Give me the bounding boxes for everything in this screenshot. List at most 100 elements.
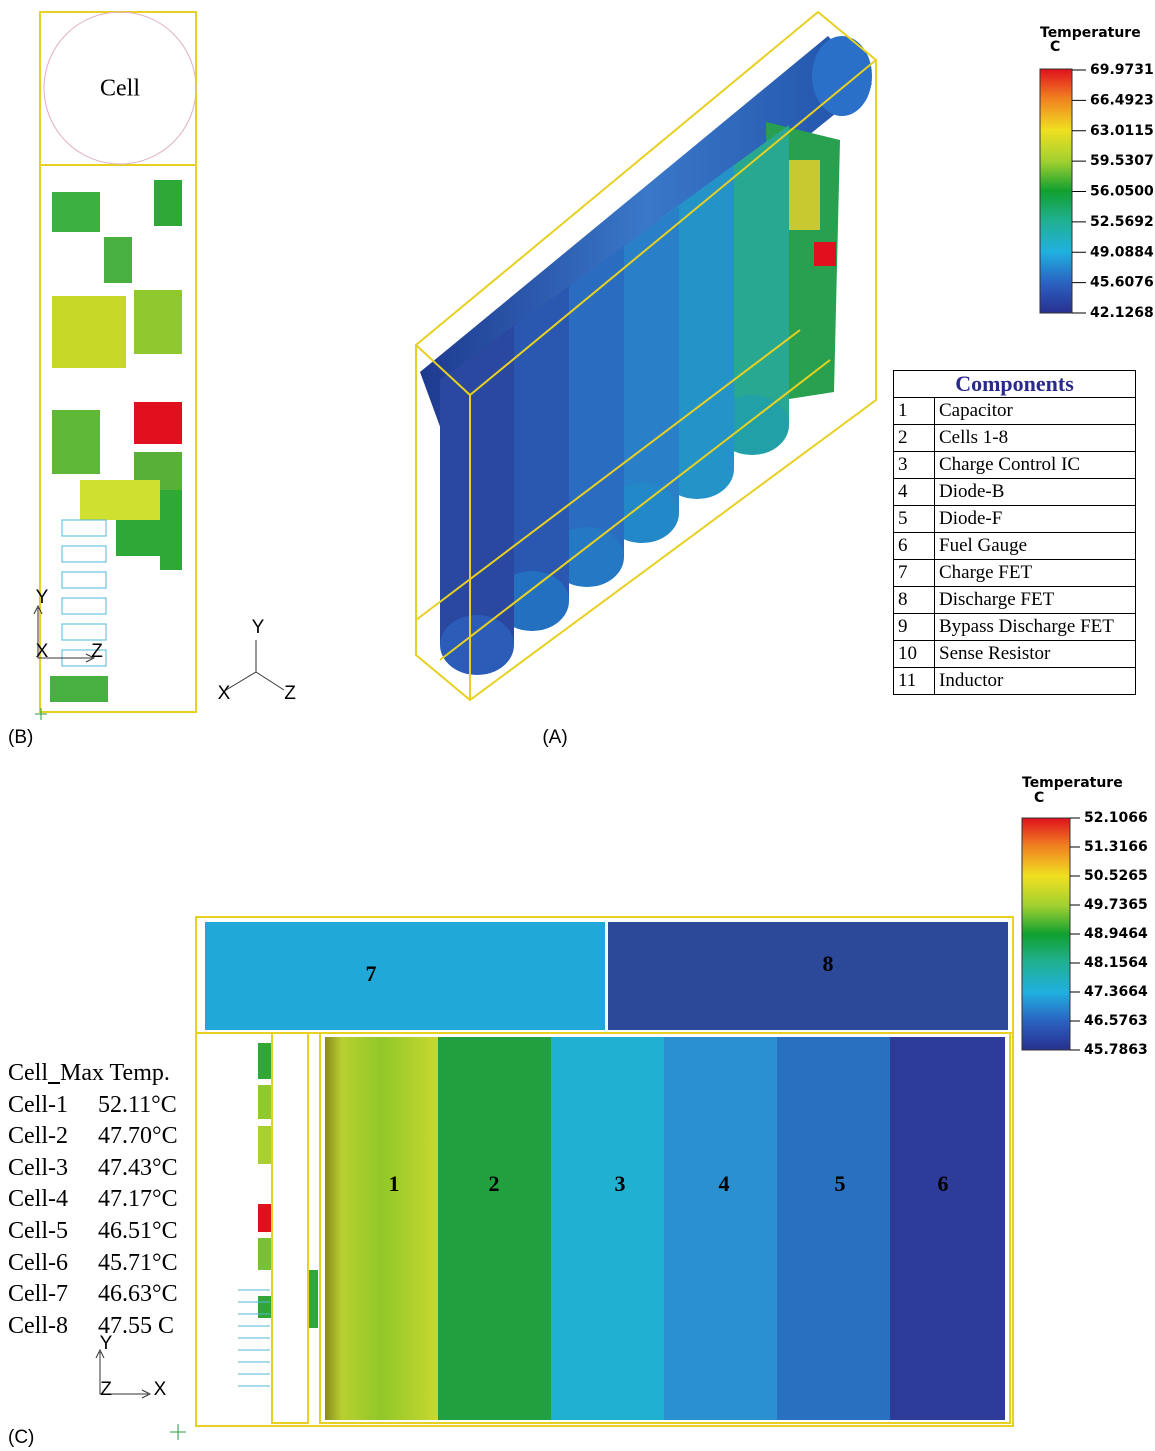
row-number: 9	[894, 614, 935, 641]
legend-label: 56.0500	[1090, 184, 1154, 200]
row-number: 10	[894, 641, 935, 668]
legend-label: 52.5692	[1090, 214, 1154, 230]
panel-c	[96, 917, 1013, 1440]
row-number: 11	[894, 668, 935, 695]
axis-label: Y	[252, 617, 265, 638]
panel-label: (A)	[542, 727, 567, 748]
cell-name: Cell-6	[8, 1248, 98, 1280]
cell-number: 4	[719, 1171, 730, 1196]
cell-number: 3	[615, 1171, 626, 1196]
axis-label: Y	[36, 587, 49, 608]
row-number: 7	[894, 560, 935, 587]
color-scale	[1022, 818, 1070, 1050]
axis-label: Z	[100, 1379, 112, 1400]
axis-label: Z	[91, 641, 103, 662]
legend-label: 49.0884	[1090, 244, 1154, 260]
component-name: Fuel Gauge	[935, 533, 1136, 560]
legend-unit: C	[1034, 790, 1044, 806]
legend-label: 66.4923	[1090, 92, 1154, 108]
max-temp: 46.63°C	[98, 1279, 178, 1311]
component-name: Diode-B	[935, 479, 1136, 506]
legend-label: 45.7863	[1084, 1042, 1148, 1058]
legend-label: 42.1268	[1090, 305, 1154, 321]
component-name: Capacitor	[935, 398, 1136, 425]
legend-title: Temperature	[1022, 775, 1123, 791]
cell-name: Cell-1	[8, 1090, 98, 1122]
cell-label: Cell	[100, 76, 140, 102]
legend-label: 50.5265	[1084, 868, 1148, 884]
cell-name: Cell-5	[8, 1216, 98, 1248]
legend-label: 69.9731	[1090, 62, 1154, 78]
component-name: Cells 1-8	[935, 425, 1136, 452]
row-number: 5	[894, 506, 935, 533]
cell-name: Cell-3	[8, 1153, 98, 1185]
header-cell: Max Temp.	[60, 1058, 170, 1090]
component-name: Diode-F	[935, 506, 1136, 533]
component-name: Sense Resistor	[935, 641, 1136, 668]
table-title: Components	[894, 371, 1136, 398]
row-number: 1	[894, 398, 935, 425]
cell-number: 1	[389, 1171, 400, 1196]
max-temp: 47.43°C	[98, 1153, 178, 1185]
axis-label: X	[154, 1379, 167, 1400]
legend-label: 47.3664	[1084, 984, 1148, 1000]
cell-name: Cell-8	[8, 1311, 98, 1343]
header-cell: Cell	[8, 1058, 48, 1090]
max-temp: 52.11°C	[98, 1090, 177, 1122]
legend-label: 52.1066	[1084, 810, 1148, 826]
row-number: 4	[894, 479, 935, 506]
axis-label: Z	[284, 683, 296, 704]
cell-number: 5	[835, 1171, 846, 1196]
legend-unit: C	[1050, 39, 1060, 55]
legend-label: 48.9464	[1084, 926, 1148, 942]
max-temp: 47.55 C	[98, 1311, 174, 1343]
cell-name: Cell-4	[8, 1184, 98, 1216]
component-name: Discharge FET	[935, 587, 1136, 614]
row-number: 6	[894, 533, 935, 560]
figure: Cell Y X Z Y X Z (B) (A)	[0, 0, 1155, 1451]
color-scale	[1040, 69, 1072, 313]
legend-label: 63.0115	[1090, 123, 1154, 139]
cell-name: Cell-7	[8, 1279, 98, 1311]
axis-label: X	[36, 641, 49, 662]
max-temp: 47.17°C	[98, 1184, 178, 1216]
legend-label: 46.5763	[1084, 1013, 1148, 1029]
row-number: 8	[894, 587, 935, 614]
legend-label: 48.1564	[1084, 955, 1148, 971]
component-name: Bypass Discharge FET	[935, 614, 1136, 641]
cell-number: 8	[823, 951, 834, 976]
cell-number: 7	[366, 961, 377, 986]
legend-label: 51.3166	[1084, 839, 1148, 855]
table-header: Cell Max Temp.	[8, 1058, 178, 1090]
panel-label: (B)	[8, 727, 33, 748]
row-number: 2	[894, 425, 935, 452]
row-number: 3	[894, 452, 935, 479]
cell-number: 6	[938, 1171, 949, 1196]
component-name: Charge FET	[935, 560, 1136, 587]
max-temp: 47.70°C	[98, 1121, 178, 1153]
table-row: 9Bypass Discharge FET	[894, 614, 1136, 641]
legend-label: 45.6076	[1090, 275, 1154, 291]
axis-label: X	[218, 683, 231, 704]
max-temp: 46.51°C	[98, 1216, 178, 1248]
cell-name: Cell-2	[8, 1121, 98, 1153]
panel-label: (C)	[8, 1427, 34, 1448]
